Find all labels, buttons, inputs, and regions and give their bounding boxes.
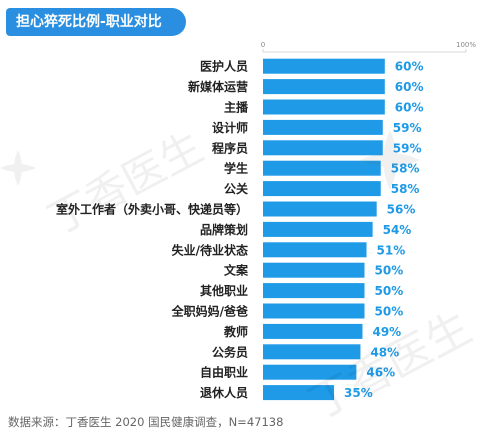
data-source-note: 数据来源：丁香医生 2020 国民健康调查，N=47138 — [8, 415, 284, 429]
data-label: 60% — [395, 80, 424, 94]
data-label: 56% — [387, 203, 416, 217]
data-label: 49% — [372, 325, 401, 339]
bar — [263, 140, 383, 156]
category-label: 失业/待业状态 — [172, 242, 248, 257]
bar — [263, 79, 385, 95]
bar — [263, 303, 365, 319]
data-label: 48% — [370, 345, 399, 359]
bar — [263, 119, 383, 135]
data-label: 60% — [395, 101, 424, 115]
data-label: 54% — [383, 223, 412, 237]
category-label: 文案 — [224, 263, 249, 278]
bar — [263, 344, 361, 360]
data-label: 50% — [375, 305, 404, 319]
x-tick-label: 100% — [456, 41, 476, 49]
bar — [263, 364, 357, 380]
data-label: 50% — [375, 284, 404, 298]
chart-title: 担心猝死比例-职业对比 — [6, 8, 186, 36]
bar — [263, 262, 365, 278]
category-label: 公务员 — [212, 344, 248, 359]
bar — [263, 283, 365, 299]
category-label: 退休人员 — [200, 385, 248, 400]
bar — [263, 385, 335, 401]
category-label: 品牌策划 — [200, 222, 248, 237]
data-label: 51% — [377, 243, 406, 257]
bar — [263, 181, 381, 197]
x-tick-label: 0 — [261, 41, 265, 49]
data-label: 59% — [393, 121, 422, 135]
bar — [263, 160, 381, 176]
category-label: 新媒体运营 — [188, 79, 248, 94]
category-label: 全职妈妈/爸爸 — [171, 304, 248, 319]
bar — [263, 201, 377, 217]
category-label: 教师 — [223, 324, 248, 339]
data-label: 50% — [375, 264, 404, 278]
category-label: 自由职业 — [200, 365, 248, 380]
bar — [263, 323, 363, 339]
data-label: 46% — [366, 366, 395, 380]
category-label: 医护人员 — [200, 59, 248, 74]
bar — [263, 99, 385, 115]
category-label: 设计师 — [212, 120, 248, 135]
data-label: 58% — [391, 162, 420, 176]
bar — [263, 221, 373, 237]
data-label: 59% — [393, 141, 422, 155]
bar — [263, 242, 367, 258]
data-label: 58% — [391, 182, 420, 196]
category-label: 学生 — [224, 161, 248, 176]
category-label: 其他职业 — [200, 283, 248, 298]
data-label: 60% — [395, 60, 424, 74]
bar — [263, 58, 385, 74]
category-label: 主播 — [224, 100, 249, 115]
category-label: 程序员 — [212, 140, 248, 155]
category-label: 公关 — [224, 181, 248, 196]
data-label: 35% — [344, 386, 373, 400]
category-label: 室外工作者（外卖小哥、快递员等） — [56, 202, 248, 217]
